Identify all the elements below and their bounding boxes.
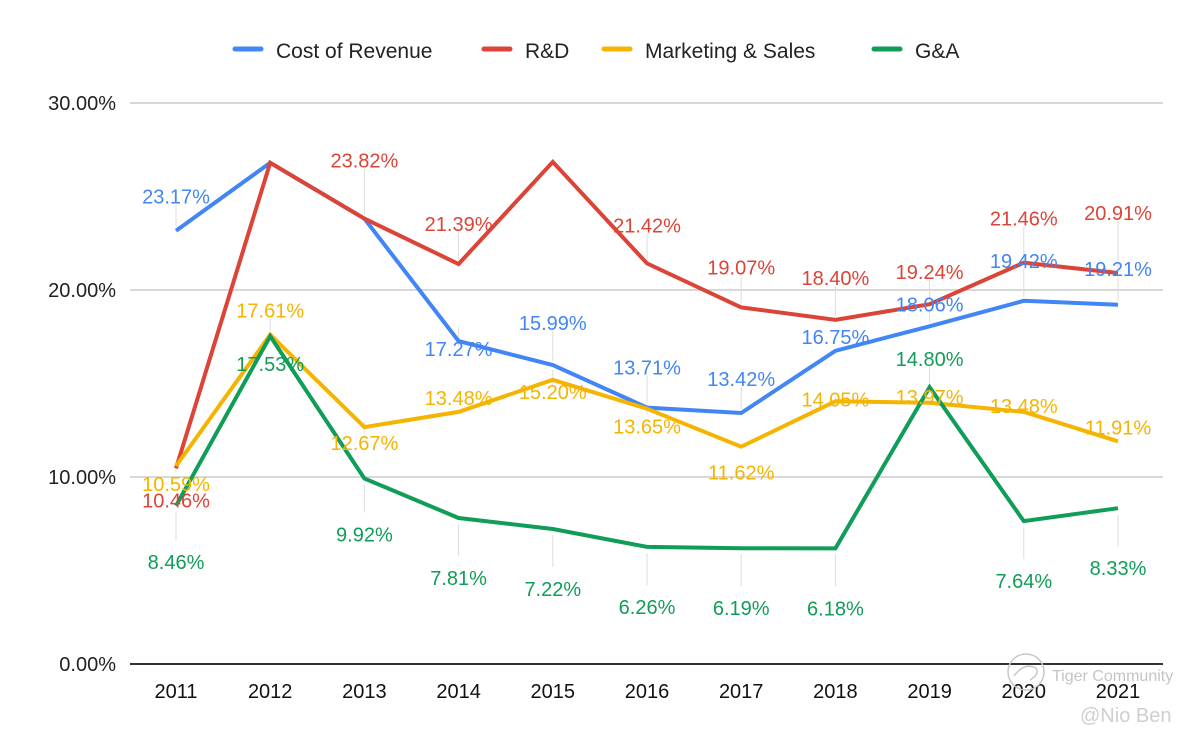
x-tick-label: 2015 [531,681,576,703]
x-tick-label: 2021 [1096,681,1141,703]
series-line-r-d [174,158,1119,469]
data-label: 13.48% [990,396,1058,418]
data-label: 13.71% [613,358,681,380]
legend-label: Cost of Revenue [276,40,432,63]
data-label: 13.97% [896,387,964,409]
series-line-marketing-sales [174,331,1119,468]
legend-label: R&D [525,40,569,63]
y-tick-label: 20.00% [48,280,116,302]
data-label: 17.61% [236,301,304,323]
data-label: 13.48% [425,388,493,410]
data-label: 19.24% [896,262,964,284]
data-label: 20.91% [1084,203,1152,225]
y-tick-label: 30.00% [48,93,116,115]
x-tick-label: 2011 [154,681,197,703]
x-tick-label: 2017 [719,681,764,703]
watermark-line1: Tiger Community [1052,668,1173,685]
data-label: 7.22% [524,579,581,601]
data-label: 21.46% [990,209,1058,231]
x-tick-label: 2014 [436,681,481,703]
label-leader-lines [175,168,1119,587]
legend-label: G&A [915,40,959,63]
series-lines [174,158,1119,551]
data-label: 6.26% [619,597,676,619]
data-label: 10.59% [142,474,210,496]
tiger-logo-stroke [1013,665,1038,681]
y-axis: 0.00% 10.00% 20.00% 30.00% [48,93,116,676]
data-label: 21.39% [425,214,493,236]
data-label: 14.80% [896,349,964,371]
data-label: 18.06% [896,294,964,316]
data-label: 18.40% [801,268,869,290]
data-label: 19.21% [1084,259,1152,281]
data-label: 19.42% [990,251,1058,273]
data-label: 13.65% [613,417,681,439]
y-tick-label: 0.00% [59,654,116,676]
data-label: 21.42% [613,215,681,237]
data-label: 23.82% [330,151,398,173]
x-tick-label: 2013 [342,681,387,703]
x-tick-label: 2020 [1002,681,1047,703]
data-label: 13.42% [707,369,775,391]
data-label: 11.62% [708,463,775,485]
x-tick-label: 2012 [248,681,293,703]
data-label: 8.46% [148,552,205,574]
data-label: 12.67% [330,433,398,455]
data-label: 7.64% [995,571,1052,593]
data-label: 16.75% [801,327,869,349]
data-label: 17.53% [236,354,304,376]
data-label: 15.20% [519,382,587,404]
x-axis: 2011 2012 2013 2014 2015 2016 2017 2018 2019 2020… [154,681,1140,703]
legend: Cost of Revenue R&D Marketing & Sales G&A [232,40,959,63]
data-label: 10.46% [142,490,210,512]
data-label: 6.18% [807,598,864,620]
data-label: 7.81% [430,568,487,590]
legend-label: Marketing & Sales [645,40,815,63]
data-label: 11.91% [1085,417,1152,439]
y-tick-label: 10.00% [48,467,116,489]
watermark-line2: @Nio Ben [1080,705,1171,727]
data-label: 6.19% [713,598,770,620]
x-tick-label: 2016 [625,681,670,703]
data-label: 23.17% [142,187,210,209]
data-label: 9.92% [336,524,393,546]
data-label: 14.05% [801,389,869,411]
data-label: 19.07% [707,257,775,279]
x-tick-label: 2018 [813,681,858,703]
data-label: 8.33% [1090,558,1147,580]
series-line-g-a [174,332,1119,551]
x-tick-label: 2019 [907,681,952,703]
data-label: 15.99% [519,313,587,335]
data-label: 17.27% [425,339,493,361]
data-labels: 23.17% 17.27% 15.99% 13.71% 13.42% 16.75% 18.0… [142,151,1152,621]
tiger-logo-icon [1007,653,1045,691]
watermark: Tiger Community @Nio Ben [1007,653,1173,727]
